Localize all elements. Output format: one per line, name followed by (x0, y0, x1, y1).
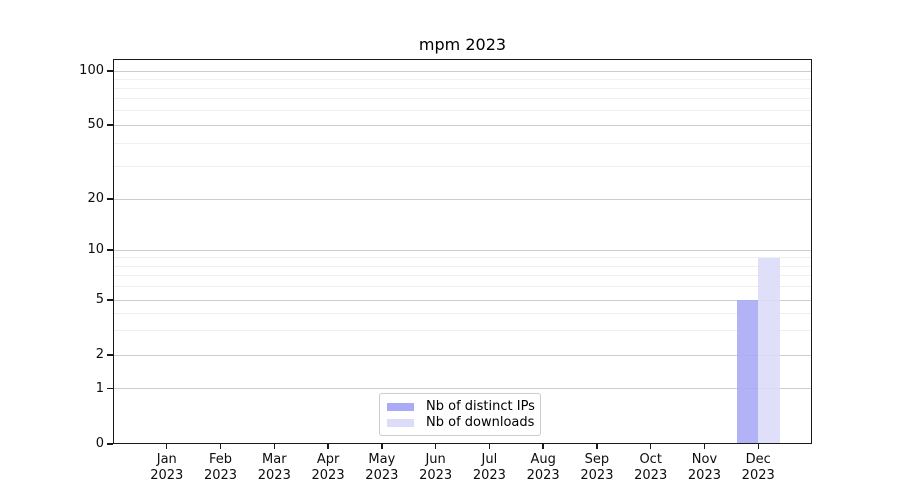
x-tick-label: Dec 2023 (741, 452, 775, 483)
chart-title: mpm 2023 (418, 35, 507, 54)
x-tick (166, 444, 168, 449)
x-tick-label: Oct 2023 (634, 452, 668, 483)
y-tick (107, 354, 113, 356)
legend-label-downloads: Nb of downloads (426, 414, 535, 430)
y-tick-label: 2 (95, 347, 104, 362)
y-gridline-major (114, 388, 811, 389)
x-tick-label: Jul 2023 (472, 452, 506, 483)
y-tick (107, 299, 113, 301)
y-gridline-major (114, 124, 811, 126)
x-tick-label: May 2023 (365, 452, 399, 483)
y-tick (107, 70, 113, 72)
y-tick-label: 0 (95, 436, 104, 451)
x-tick (219, 444, 222, 449)
y-tick-label: 50 (87, 117, 104, 132)
x-tick (703, 444, 706, 449)
legend-swatch-distinct-ips-icon (387, 402, 414, 411)
y-gridline-minor (114, 165, 811, 167)
x-tick-label: Jun 2023 (419, 452, 453, 483)
legend-swatch-downloads-icon (387, 418, 414, 427)
legend-label-distinct-ips: Nb of distinct IPs (426, 398, 535, 414)
y-gridline-minor (114, 265, 811, 267)
y-gridline-minor (114, 286, 811, 288)
bar-nb-of-distinct-ips-dec-2023 (736, 300, 759, 443)
y-gridline-major (114, 354, 811, 356)
x-tick (596, 444, 598, 449)
x-tick-label: Aug 2023 (526, 452, 560, 483)
plot-area (113, 59, 812, 444)
y-tick-label: 10 (87, 242, 104, 257)
y-gridline-minor (114, 142, 811, 144)
y-tick (107, 249, 113, 251)
y-gridline-minor (114, 98, 811, 100)
y-gridline-minor (114, 110, 811, 112)
x-tick-label: Apr 2023 (311, 452, 345, 483)
y-tick-label: 1 (95, 380, 104, 396)
x-tick-label: Nov 2023 (687, 452, 721, 483)
legend-item-downloads: Nb of downloads (387, 414, 535, 431)
y-tick-label: 100 (79, 63, 104, 78)
y-tick (107, 124, 113, 126)
x-tick-label: Feb 2023 (203, 452, 238, 483)
y-gridline-minor (114, 312, 811, 314)
x-tick-label: Sep 2023 (580, 452, 614, 483)
y-tick (107, 198, 113, 200)
y-gridline-minor (114, 275, 811, 277)
y-gridline-minor (114, 257, 811, 259)
y-tick-label: 20 (87, 191, 104, 206)
y-tick (107, 443, 113, 445)
x-tick-label: Mar 2023 (257, 452, 291, 483)
y-gridline-major (114, 198, 811, 200)
x-tick (327, 444, 329, 449)
legend: Nb of distinct IPs Nb of downloads (379, 393, 541, 436)
y-tick (107, 387, 113, 390)
x-tick (649, 444, 652, 449)
y-gridline-major (114, 299, 811, 301)
x-tick (434, 444, 437, 449)
legend-item-distinct-ips: Nb of distinct IPs (387, 398, 535, 415)
x-tick (757, 444, 759, 449)
bar-nb-of-downloads-dec-2023 (758, 257, 780, 443)
x-tick-label: Jan 2023 (150, 452, 184, 483)
y-tick-label: 5 (95, 292, 104, 307)
y-gridline-minor (114, 87, 811, 89)
y-gridline-major (114, 249, 811, 251)
x-tick (488, 444, 491, 449)
x-tick (273, 444, 275, 449)
x-tick (381, 444, 383, 449)
y-gridline-minor (114, 330, 811, 332)
y-gridline-major (114, 70, 811, 72)
y-gridline-minor (114, 78, 811, 80)
x-tick (542, 444, 544, 449)
